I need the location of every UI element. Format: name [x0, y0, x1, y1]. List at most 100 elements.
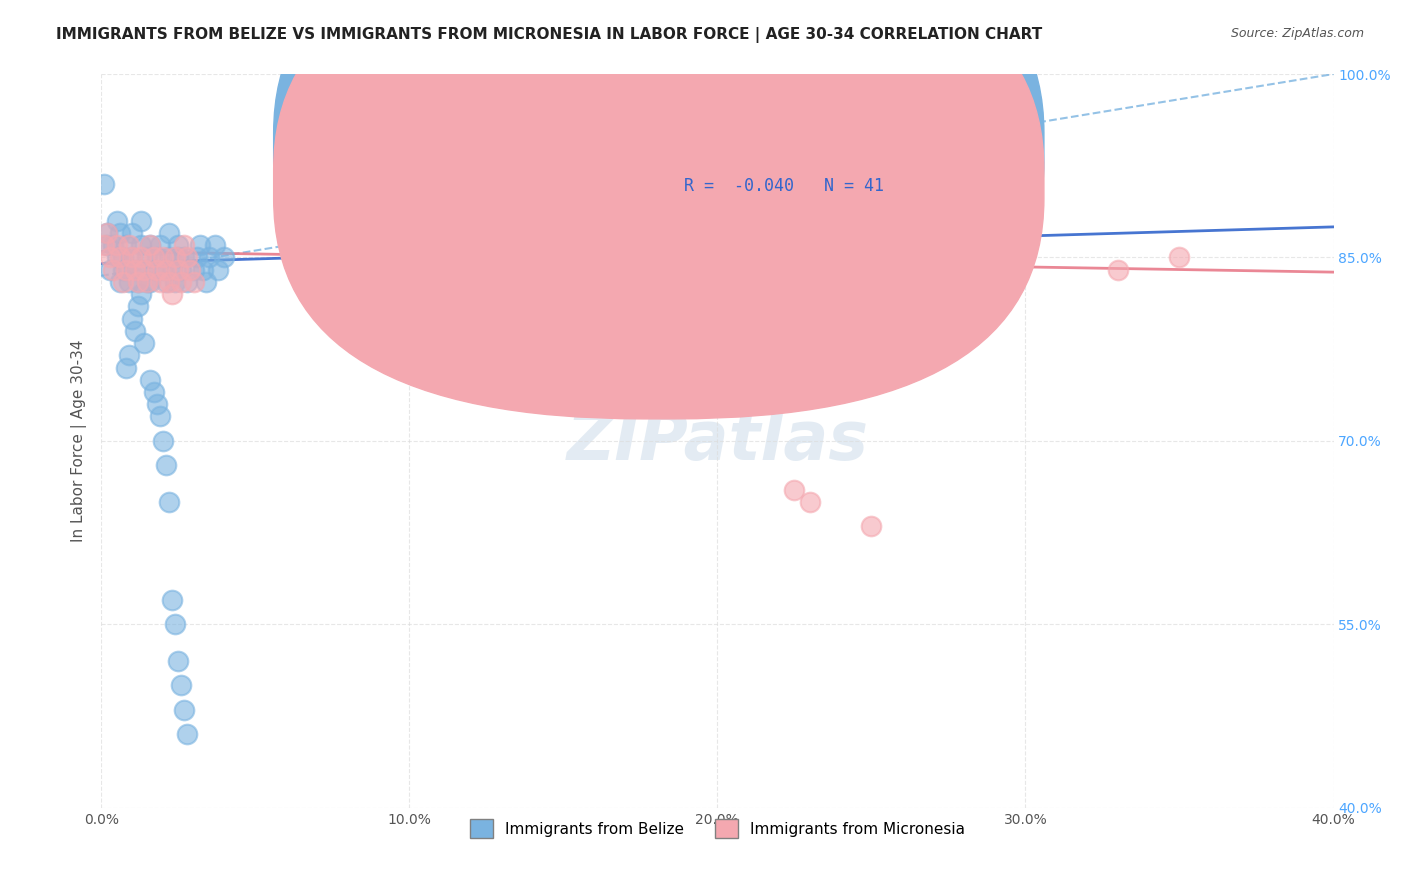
- Point: [165, 617, 187, 632]
- Text: R =  0.072   N = 68: R = 0.072 N = 68: [685, 141, 875, 159]
- Point: [96, 226, 118, 240]
- Point: [100, 262, 122, 277]
- Point: [129, 251, 152, 265]
- Point: [93, 238, 115, 252]
- Point: [155, 458, 177, 473]
- Point: [173, 238, 195, 252]
- Point: [134, 336, 156, 351]
- Point: [121, 226, 143, 240]
- Point: [799, 495, 821, 509]
- Text: ZIPatlas: ZIPatlas: [567, 408, 869, 474]
- Point: [142, 384, 165, 399]
- Point: [157, 495, 180, 509]
- Point: [160, 287, 183, 301]
- Point: [167, 251, 190, 265]
- Point: [157, 251, 180, 265]
- Point: [105, 238, 128, 252]
- Point: [118, 238, 141, 252]
- Point: [155, 262, 177, 277]
- Point: [149, 275, 172, 289]
- Point: [1168, 251, 1191, 265]
- Point: [124, 324, 146, 338]
- Y-axis label: In Labor Force | Age 30-34: In Labor Force | Age 30-34: [72, 340, 87, 542]
- Point: [768, 311, 790, 326]
- Point: [152, 251, 174, 265]
- Point: [108, 275, 131, 289]
- FancyBboxPatch shape: [274, 0, 1043, 382]
- Point: [191, 262, 214, 277]
- Point: [706, 287, 728, 301]
- Point: [129, 213, 152, 227]
- Text: Source: ZipAtlas.com: Source: ZipAtlas.com: [1230, 27, 1364, 40]
- Point: [907, 360, 929, 375]
- Point: [114, 238, 136, 252]
- Point: [155, 275, 177, 289]
- Point: [737, 275, 759, 289]
- Point: [186, 251, 208, 265]
- Point: [198, 251, 221, 265]
- Point: [145, 397, 167, 411]
- Point: [136, 251, 159, 265]
- Point: [173, 703, 195, 717]
- Point: [111, 262, 134, 277]
- Point: [121, 311, 143, 326]
- Point: [114, 360, 136, 375]
- Point: [96, 226, 118, 240]
- FancyBboxPatch shape: [624, 114, 994, 217]
- Legend: Immigrants from Belize, Immigrants from Micronesia: Immigrants from Belize, Immigrants from …: [464, 814, 972, 844]
- Point: [176, 275, 198, 289]
- Point: [214, 251, 236, 265]
- Point: [176, 251, 198, 265]
- Point: [114, 262, 136, 277]
- Point: [103, 238, 125, 252]
- Point: [173, 251, 195, 265]
- Point: [100, 251, 122, 265]
- Point: [134, 262, 156, 277]
- Point: [108, 251, 131, 265]
- Point: [860, 519, 883, 533]
- Point: [183, 262, 205, 277]
- Point: [170, 262, 193, 277]
- Point: [93, 177, 115, 191]
- Point: [160, 592, 183, 607]
- Point: [118, 348, 141, 362]
- Point: [170, 678, 193, 692]
- Point: [170, 275, 193, 289]
- Point: [121, 251, 143, 265]
- Point: [145, 251, 167, 265]
- Point: [783, 483, 806, 497]
- Point: [194, 275, 217, 289]
- Point: [157, 226, 180, 240]
- Point: [142, 251, 165, 265]
- Point: [149, 409, 172, 424]
- Point: [752, 299, 775, 313]
- Point: [111, 275, 134, 289]
- Point: [145, 262, 167, 277]
- Point: [167, 654, 190, 668]
- Point: [167, 262, 190, 277]
- Point: [165, 251, 187, 265]
- Point: [129, 238, 152, 252]
- Point: [96, 238, 118, 252]
- Point: [136, 275, 159, 289]
- Point: [129, 287, 152, 301]
- Point: [152, 262, 174, 277]
- Point: [1107, 262, 1129, 277]
- FancyBboxPatch shape: [274, 0, 1043, 419]
- Point: [176, 727, 198, 741]
- Point: [105, 213, 128, 227]
- Point: [188, 238, 211, 252]
- Point: [124, 262, 146, 277]
- Point: [139, 238, 162, 252]
- Point: [124, 262, 146, 277]
- Point: [165, 275, 187, 289]
- Point: [114, 262, 136, 277]
- Point: [157, 275, 180, 289]
- Text: R =  -0.040   N = 41: R = -0.040 N = 41: [685, 178, 884, 195]
- Point: [444, 262, 467, 277]
- Point: [142, 262, 165, 277]
- Point: [111, 251, 134, 265]
- Point: [139, 373, 162, 387]
- Point: [152, 434, 174, 448]
- Point: [118, 275, 141, 289]
